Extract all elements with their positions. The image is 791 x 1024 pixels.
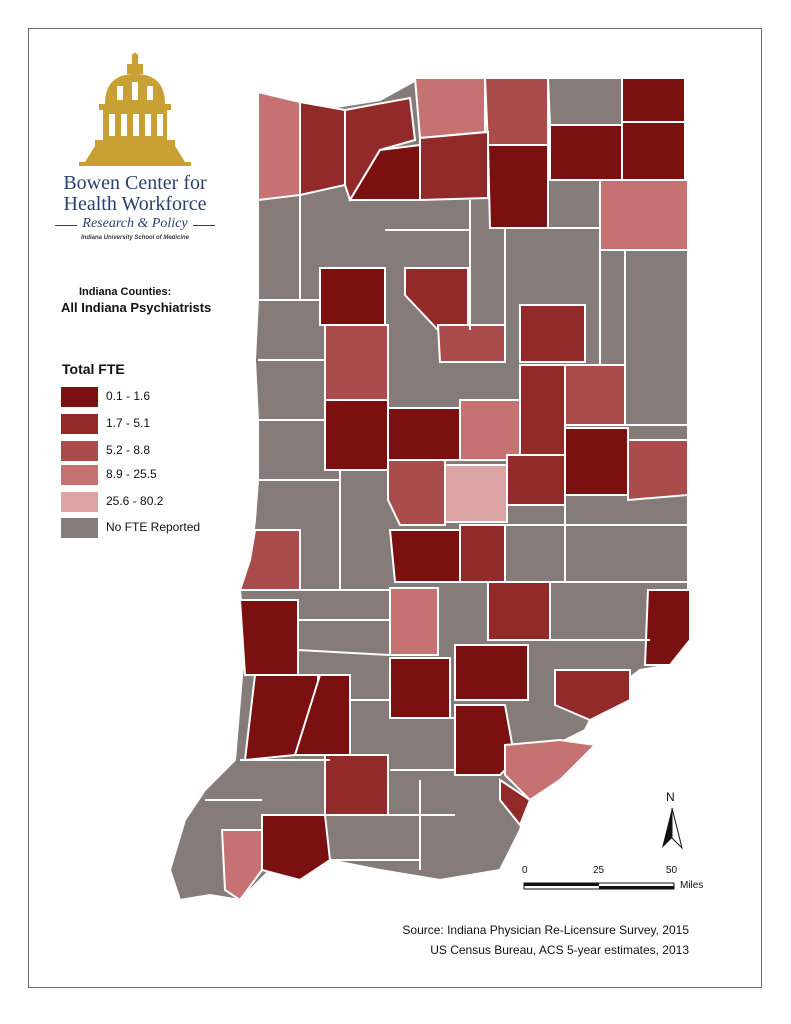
logo-rule-right	[193, 225, 215, 226]
logo-rule-left	[55, 225, 77, 226]
source-line2: US Census Bureau, ACS 5-year estimates, …	[430, 943, 689, 957]
scale-tick-label: 0	[522, 865, 528, 876]
scale-units-label: Miles	[680, 880, 704, 891]
legend-title: Total FTE	[62, 361, 125, 377]
north-label: N	[666, 790, 675, 804]
logo-text-line4: Indiana University School of Medicine	[80, 235, 190, 241]
county	[549, 124, 623, 181]
county	[487, 581, 551, 641]
legend-label: 25.6 - 80.2	[106, 494, 164, 508]
bowen-center-logo: Bowen Center for Health Workforce Resear…	[55, 52, 215, 252]
legend-swatch	[61, 518, 98, 538]
county	[506, 454, 566, 506]
scale-tick-label: 25	[593, 865, 605, 876]
logo-text-line2: Health Workforce	[63, 193, 207, 215]
county	[324, 399, 389, 471]
map-title: All Indiana Psychiatrists	[61, 300, 212, 315]
map-frame	[28, 28, 762, 988]
scale-bar-segment	[524, 883, 599, 886]
county	[261, 814, 332, 882]
county	[324, 754, 389, 816]
county	[324, 324, 389, 401]
county	[387, 459, 446, 526]
county	[546, 77, 623, 126]
logo-text-line3: Research & Policy	[82, 216, 188, 231]
legend-swatch	[61, 414, 98, 434]
legend-label: 0.1 - 1.6	[106, 389, 151, 403]
county	[483, 77, 549, 146]
legend-swatch	[61, 387, 98, 407]
county	[499, 778, 532, 827]
county	[436, 324, 506, 363]
north-arrow-icon	[662, 808, 672, 848]
county	[388, 529, 461, 583]
county	[238, 529, 301, 591]
legend-label: 8.9 - 25.5	[106, 467, 157, 481]
county	[643, 589, 691, 666]
source-line1: Source: Indiana Physician Re-Licensure S…	[402, 923, 689, 937]
county	[504, 738, 598, 802]
legend-label: 5.2 - 8.8	[106, 443, 151, 457]
county	[387, 407, 461, 461]
county-border	[297, 649, 391, 656]
county	[299, 100, 346, 197]
county	[486, 144, 549, 229]
legend-swatch	[61, 492, 98, 512]
county	[389, 587, 439, 656]
county	[444, 464, 508, 523]
county	[454, 644, 529, 701]
county	[564, 364, 626, 426]
logo-text-line1: Bowen Center for	[63, 172, 207, 194]
county	[621, 121, 686, 181]
county	[389, 657, 451, 719]
county	[627, 439, 689, 502]
county	[238, 599, 299, 676]
county	[519, 304, 586, 363]
legend-label: 1.7 - 5.1	[106, 416, 151, 430]
capitol-dome-icon	[79, 52, 191, 166]
county	[413, 77, 486, 140]
county	[459, 524, 506, 583]
county	[599, 179, 689, 251]
scale-bar-segment	[599, 886, 674, 889]
county	[554, 669, 631, 722]
scale-tick-label: 50	[666, 865, 678, 876]
county	[621, 77, 686, 123]
legend-swatch	[61, 441, 98, 461]
county	[220, 829, 263, 902]
county	[419, 130, 489, 202]
north-arrow-icon-half	[671, 807, 683, 850]
county	[564, 427, 629, 496]
legend-swatch	[61, 465, 98, 485]
map-subtitle: Indiana Counties:	[79, 286, 172, 298]
legend-label: No FTE Reported	[106, 520, 201, 534]
county	[257, 90, 301, 202]
county	[459, 399, 521, 461]
county	[319, 267, 386, 326]
county	[519, 364, 566, 456]
